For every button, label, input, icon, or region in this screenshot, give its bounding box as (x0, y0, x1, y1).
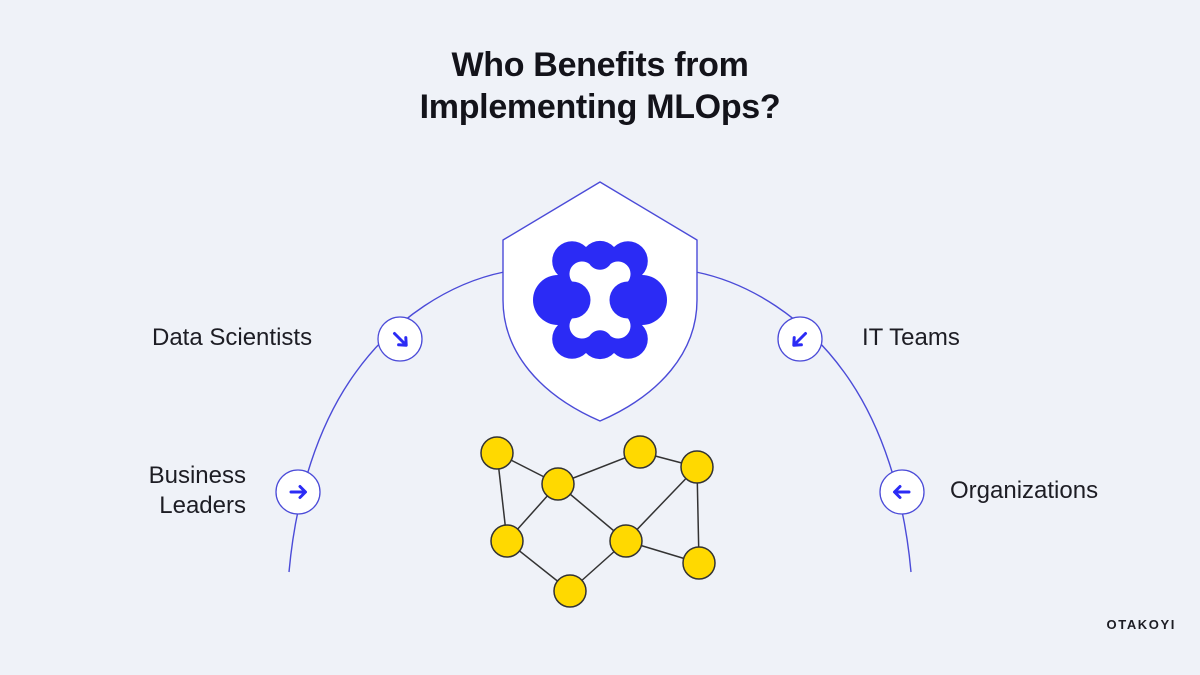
branch-label-business-leaders: Business Leaders (148, 462, 246, 519)
network-node (490, 524, 524, 558)
network-node (682, 546, 716, 580)
network-node (480, 436, 514, 470)
network-node (541, 467, 575, 501)
shield-outline (502, 181, 698, 422)
branch-marker-data-scientists[interactable] (377, 316, 423, 362)
network-nodes (480, 435, 716, 608)
mlops-flower-icon (533, 240, 667, 360)
network-node (553, 574, 587, 608)
branch-label-data-scientists: Data Scientists (152, 324, 313, 351)
branch-label-it-teams: IT Teams (862, 324, 960, 351)
branch-label-organizations: Organizations (950, 477, 1099, 504)
arrow-down-right-icon (393, 332, 408, 347)
network-edges (496, 451, 700, 592)
branch-marker-business-leaders[interactable] (275, 469, 321, 515)
branch-markers[interactable] (275, 316, 925, 515)
page-title: Who Benefits from Implementing MLOps? (419, 46, 781, 126)
otakoyi-logo: OTAKOYI (1106, 617, 1176, 632)
network-node (623, 435, 657, 469)
arrow-left-icon (893, 485, 911, 499)
neural-network-graph (480, 435, 716, 608)
arrow-right-icon (289, 485, 307, 499)
network-edge (625, 466, 698, 542)
shield-icon (502, 181, 698, 422)
branch-marker-it-teams[interactable] (777, 316, 823, 362)
arrow-down-left-icon (792, 332, 807, 347)
branch-marker-organizations[interactable] (879, 469, 925, 515)
network-node (609, 524, 643, 558)
network-node (680, 450, 714, 484)
